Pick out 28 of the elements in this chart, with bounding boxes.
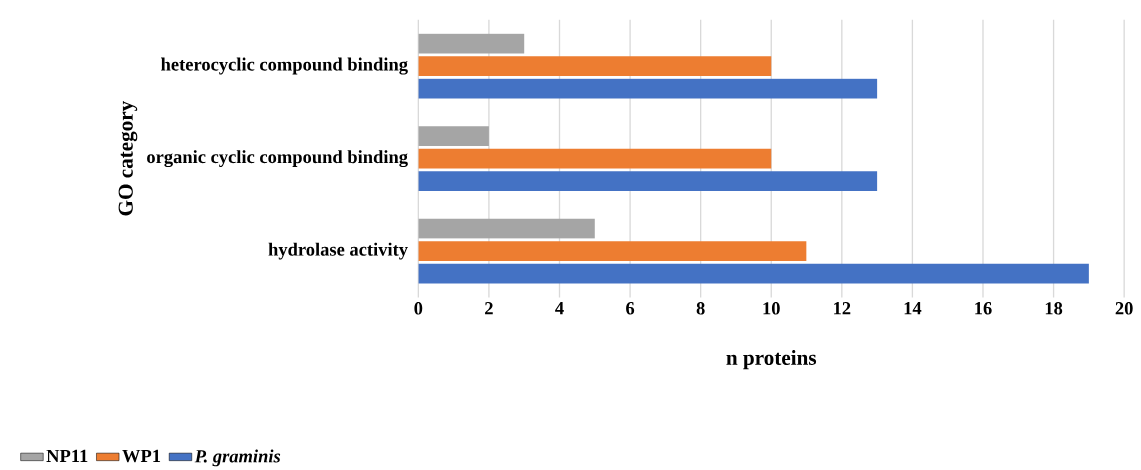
bar bbox=[418, 263, 1089, 284]
x-tick-label: 0 bbox=[414, 302, 423, 315]
bar bbox=[418, 126, 489, 147]
bar bbox=[418, 241, 807, 262]
y-axis-title: GO category bbox=[118, 101, 138, 216]
x-tick-label: 2 bbox=[485, 302, 493, 315]
x-tick-label: 18 bbox=[1045, 302, 1063, 315]
x-tick-label: 10 bbox=[763, 302, 780, 315]
x-tick-label: 20 bbox=[1115, 302, 1133, 315]
y-tick-label: heterocyclic compound binding bbox=[161, 57, 408, 75]
legend-label: NP11 bbox=[46, 449, 88, 463]
x-tick-label: 8 bbox=[696, 302, 705, 315]
x-tick-label: 14 bbox=[904, 302, 922, 315]
bar bbox=[418, 33, 525, 54]
x-tick-label: 12 bbox=[834, 302, 851, 315]
x-tick-label: 6 bbox=[626, 302, 635, 315]
legend-label: WP1 bbox=[122, 449, 161, 463]
bar bbox=[418, 56, 772, 77]
bar bbox=[418, 148, 772, 169]
legend-label: P. graminis bbox=[194, 449, 281, 467]
y-tick-label: hydrolase activity bbox=[268, 242, 408, 260]
x-tick-label: 4 bbox=[555, 302, 564, 315]
bar bbox=[418, 171, 878, 192]
bar bbox=[418, 218, 595, 239]
y-tick-label: organic cyclic compound binding bbox=[147, 150, 408, 168]
bar bbox=[418, 78, 878, 99]
x-tick-label: 16 bbox=[975, 302, 992, 315]
x-axis-title: n proteins bbox=[726, 350, 817, 370]
